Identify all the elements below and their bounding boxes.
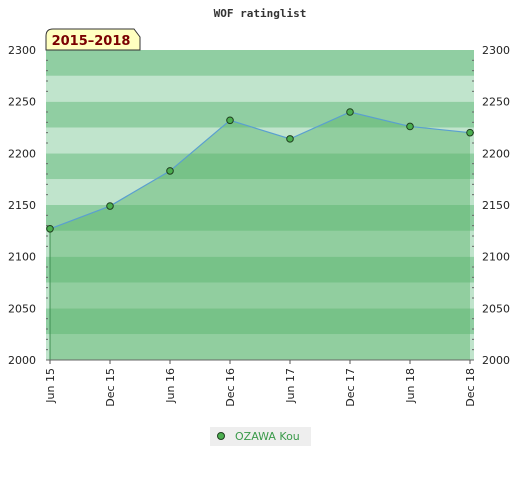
data-points	[46, 108, 474, 233]
y-tick-label-left: 2250	[8, 96, 36, 109]
y-tick-label-left: 2300	[8, 44, 36, 57]
y-tick-label-right: 2000	[482, 354, 510, 367]
chart-title: WOF ratinglist	[214, 7, 307, 20]
background-band	[46, 127, 474, 154]
y-tick-label-right: 2300	[482, 44, 510, 57]
data-point[interactable]	[466, 128, 474, 137]
series-line	[49, 111, 471, 230]
y-tick-label-right: 2150	[482, 199, 510, 212]
background-band	[46, 75, 474, 102]
data-point[interactable]	[406, 122, 414, 131]
x-tick-label: Dec 17	[344, 368, 357, 407]
background-band	[46, 50, 474, 76]
y-tick-label-left: 2150	[8, 199, 36, 212]
data-point[interactable]	[286, 135, 294, 143]
background-band	[46, 179, 474, 205]
x-tick-label: Dec 16	[224, 368, 237, 407]
data-point[interactable]	[106, 202, 114, 210]
y-axis-right: 2000 2050 2100 2150 2200 2250 2300	[482, 44, 510, 367]
y-tick-label-left: 2200	[8, 147, 36, 160]
y-tick-label-left: 2100	[8, 251, 36, 264]
background-band	[46, 282, 474, 309]
x-tick-label: Jun 15	[44, 368, 57, 404]
y-tick-label-right: 2200	[482, 147, 510, 160]
data-point[interactable]	[166, 167, 174, 175]
legend-label: OZAWA Kou	[235, 430, 300, 443]
legend[interactable]: OZAWA Kou	[210, 427, 311, 446]
period-badge: 2015–2018	[45, 28, 141, 51]
background-bands	[46, 50, 474, 360]
x-tick-label: Dec 18	[464, 368, 477, 407]
background-band	[46, 308, 474, 335]
background-band	[46, 334, 474, 360]
data-point[interactable]	[46, 224, 54, 233]
data-point[interactable]	[346, 108, 354, 116]
background-band	[46, 153, 474, 180]
background-band	[46, 256, 474, 283]
legend-box	[210, 427, 311, 446]
x-axis: Jun 15 Dec 15 Jun 16 Dec 16 Jun 17 Dec 17 Jun …	[44, 360, 477, 407]
legend-marker	[217, 432, 225, 440]
y-tick-label-right: 2250	[482, 96, 510, 109]
background-band	[46, 101, 474, 128]
data-point[interactable]	[226, 116, 234, 125]
x-tick-label: Jun 18	[404, 368, 417, 404]
minor-ticks	[46, 59, 474, 360]
background-band	[46, 230, 474, 257]
y-tick-label-right: 2100	[482, 251, 510, 264]
background-band	[46, 205, 474, 231]
y-tick-label-left: 2050	[8, 302, 36, 315]
y-tick-label-right: 2050	[482, 302, 510, 315]
y-axis-left: 2000 2050 2100 2150 2200 2250 2300	[8, 44, 36, 367]
period-badge-label: 2015–2018	[52, 34, 131, 49]
x-tick-label: Jun 17	[284, 368, 297, 404]
x-tick-label: Dec 15	[104, 368, 117, 407]
y-tick-label-left: 2000	[8, 354, 36, 367]
x-tick-label: Jun 16	[164, 368, 177, 404]
series-area	[50, 112, 470, 360]
